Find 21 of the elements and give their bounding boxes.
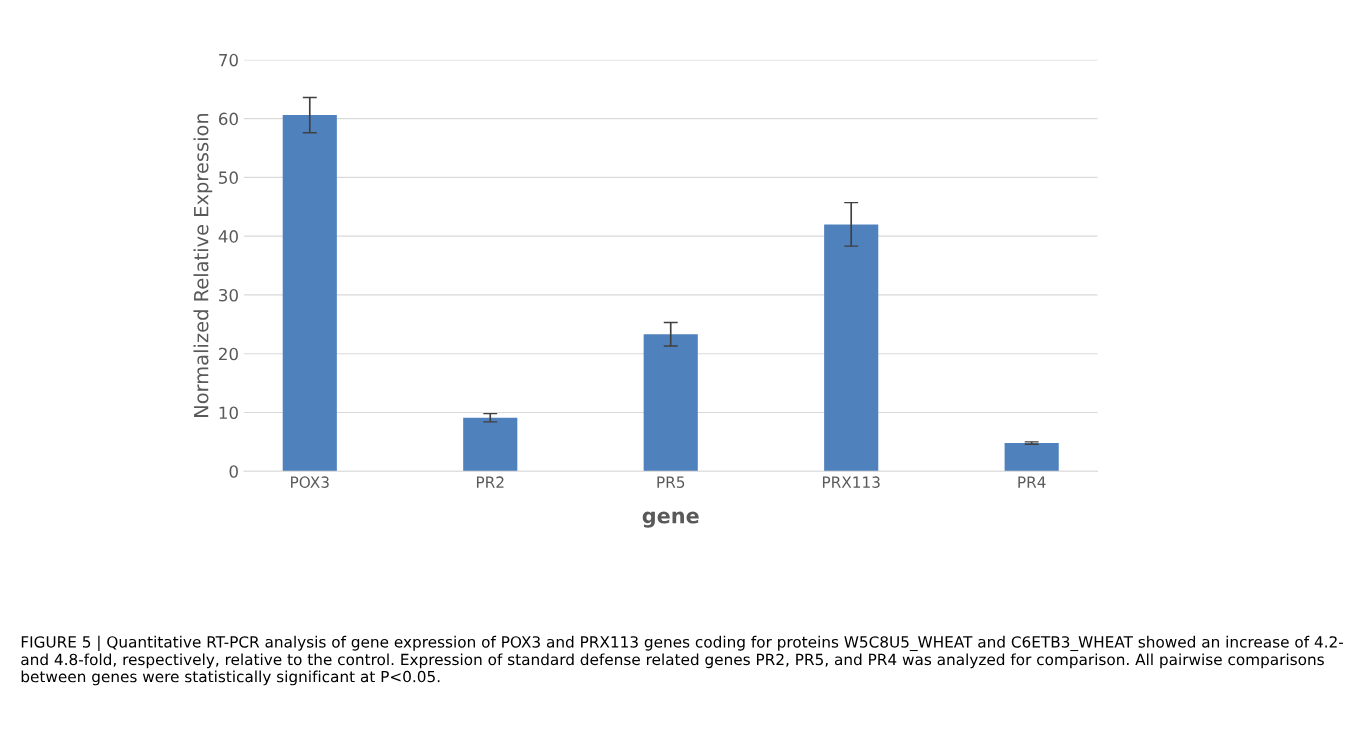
- y-tick-label: 0: [229, 465, 238, 478]
- x-tick-label: PRX113: [822, 476, 880, 488]
- y-axis-title: Normalized Relative Expression: [193, 113, 213, 417]
- bar: [824, 224, 879, 472]
- y-tick-label: 30: [219, 288, 238, 302]
- x-tick-label: PR4: [1018, 476, 1046, 488]
- y-tick-label: 60: [218, 112, 238, 126]
- x-tick-label: PR5: [657, 476, 685, 488]
- x-axis-title: gene: [642, 511, 699, 528]
- caption: FIGURE 5 | Quantitative RT-PCR analysis of gene expression of POX3 and PRX113 genes coding for proteins W5C8U5_WHEAT and C6ETB3_WHEAT showed an increase of 4.2- and 4.8-fold, respectively, relative to the control. Expression of standard defense related genes PR2, PR5, and PR4 was analyzed for comparison. All pairwise comparisons between genes were statistically significant at P<0.05.: [21, 635, 1344, 686]
- y-tick-label: 50: [219, 171, 238, 184]
- x-tick-label: POX3: [291, 476, 329, 488]
- y-tick-label: 40: [218, 230, 238, 243]
- bar: [643, 334, 698, 472]
- y-tick-label: 10: [219, 406, 238, 420]
- bar: [463, 417, 518, 472]
- y-tick-label: 70: [219, 53, 238, 67]
- bar: [282, 115, 337, 472]
- x-tick-label: PR2: [476, 476, 504, 488]
- bar: [1004, 443, 1059, 472]
- y-tick-label: 20: [219, 347, 238, 361]
